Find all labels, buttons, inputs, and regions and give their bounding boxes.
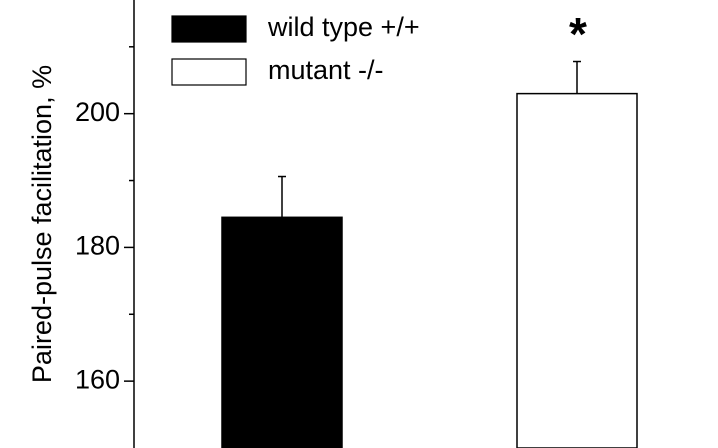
legend-label: wild type +/+ bbox=[267, 12, 420, 42]
legend-label: mutant -/- bbox=[268, 55, 384, 85]
y-tick-label: 180 bbox=[75, 231, 120, 261]
bar bbox=[221, 216, 343, 448]
significance-marker: * bbox=[569, 8, 587, 60]
bar bbox=[516, 92, 638, 448]
legend-swatch bbox=[171, 15, 247, 43]
legend-swatch bbox=[171, 58, 247, 86]
y-tick-label: 200 bbox=[75, 97, 120, 127]
y-axis-label: Paired-pulse facilitation, % bbox=[27, 65, 57, 383]
y-tick-label: 160 bbox=[75, 364, 120, 394]
